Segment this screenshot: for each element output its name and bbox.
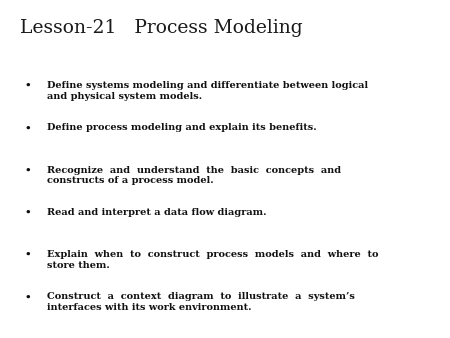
Text: •: • [25,292,32,301]
Text: Explain  when  to  construct  process  models  and  where  to
store them.: Explain when to construct process models… [47,250,379,270]
Text: •: • [25,81,32,90]
Text: •: • [25,166,32,175]
Text: •: • [25,208,32,217]
Text: Recognize  and  understand  the  basic  concepts  and
constructs of a process mo: Recognize and understand the basic conce… [47,166,342,185]
Text: •: • [25,250,32,259]
Text: Define process modeling and explain its benefits.: Define process modeling and explain its … [47,123,317,132]
Text: •: • [25,123,32,132]
Text: Read and interpret a data flow diagram.: Read and interpret a data flow diagram. [47,208,267,217]
Text: Construct  a  context  diagram  to  illustrate  a  system’s
interfaces with its : Construct a context diagram to illustrat… [47,292,355,312]
Text: Define systems modeling and differentiate between logical
and physical system mo: Define systems modeling and differentiat… [47,81,369,101]
Text: Lesson-21   Process Modeling: Lesson-21 Process Modeling [20,19,303,37]
